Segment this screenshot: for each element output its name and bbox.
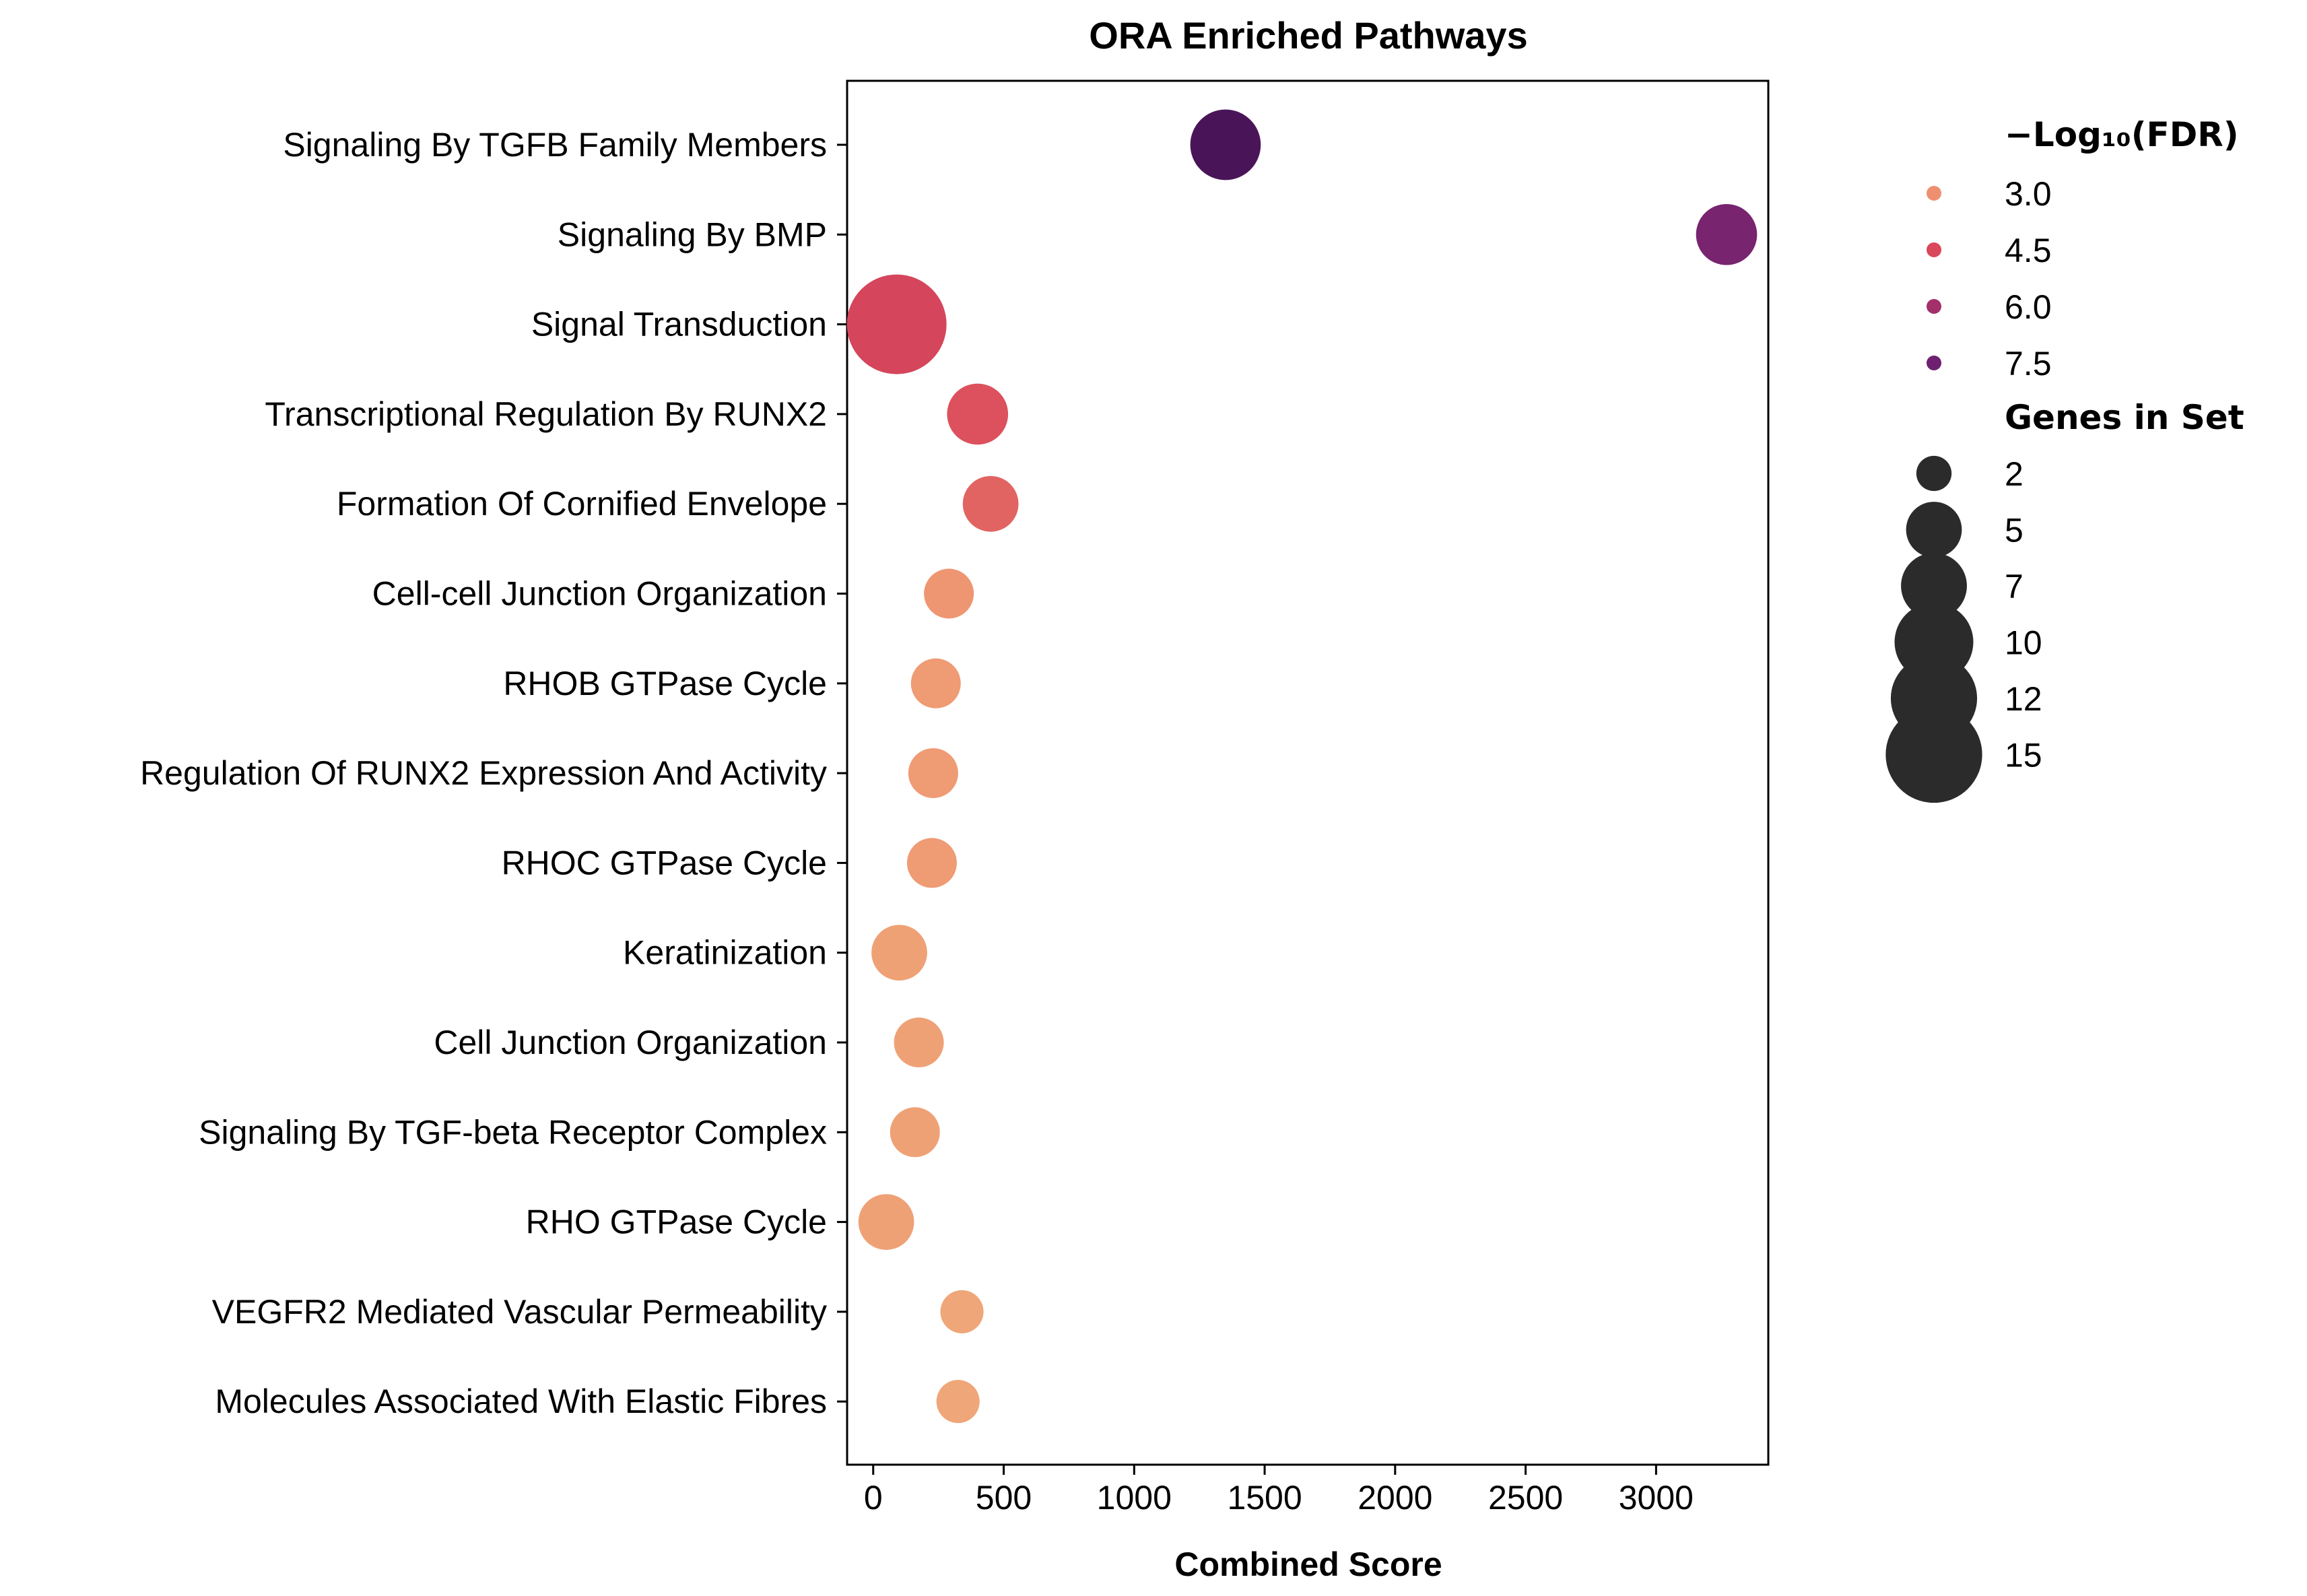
- color-legend-title: −Log₁₀(FDR): [2005, 115, 2239, 154]
- y-tick-label: Signaling By BMP: [558, 215, 827, 253]
- x-tick-label: 1500: [1227, 1479, 1302, 1517]
- color-legend-label: 4.5: [2005, 232, 2052, 269]
- size-legend-title: Genes in Set: [2005, 398, 2244, 437]
- x-tick-label: 2000: [1358, 1479, 1432, 1517]
- data-point: [846, 274, 947, 374]
- size-legend-marker: [1916, 455, 1952, 492]
- y-tick-label: VEGFR2 Mediated Vascular Permeability: [212, 1293, 827, 1331]
- y-tick-label: Molecules Associated With Elastic Fibres: [215, 1383, 827, 1420]
- y-tick-label: Transcriptional Regulation By RUNX2: [265, 395, 827, 433]
- size-legend-label: 15: [2005, 737, 2042, 774]
- y-axis: Signaling By TGFB Family Members Signalin…: [140, 126, 847, 1420]
- y-tick-label: Keratinization: [623, 934, 827, 972]
- size-legend-label: 12: [2005, 680, 2042, 718]
- size-legend-label: 7: [2005, 568, 2024, 605]
- y-tick-label: Cell Junction Organization: [434, 1024, 827, 1061]
- size-legend-label: 2: [2005, 455, 2024, 493]
- color-legend-label: 6.0: [2005, 288, 2052, 326]
- y-tick-label: Signal Transduction: [531, 306, 827, 343]
- y-tick-label: Signaling By TGFB Family Members: [283, 126, 827, 164]
- y-tick-label: Regulation Of RUNX2 Expression And Activ…: [140, 754, 827, 792]
- data-point: [894, 1018, 944, 1067]
- color-legend-marker: [1927, 186, 1941, 201]
- size-legend-label: 10: [2005, 624, 2042, 662]
- data-point: [910, 658, 961, 708]
- color-legend-marker: [1927, 242, 1941, 257]
- data-point: [924, 568, 974, 619]
- size-legend-marker: [1885, 706, 1982, 803]
- color-legend-marker: [1927, 356, 1941, 370]
- chart-title: ORA Enriched Pathways: [1089, 14, 1527, 57]
- y-tick-label: Signaling By TGF-beta Receptor Complex: [199, 1113, 827, 1151]
- color-legend-marker: [1927, 299, 1941, 314]
- x-tick-label: 2500: [1488, 1479, 1563, 1517]
- plot-area-frame: [846, 79, 1770, 1466]
- x-tick-label: 1000: [1097, 1479, 1172, 1517]
- x-tick-label: 3000: [1619, 1479, 1694, 1517]
- y-tick-label: RHO GTPase Cycle: [526, 1203, 827, 1241]
- x-tick-label: 500: [976, 1479, 1032, 1517]
- data-point: [906, 838, 957, 888]
- data-points: [846, 109, 1758, 1424]
- color-legend-label: 7.5: [2005, 345, 2052, 383]
- size-legend-marker: [1906, 502, 1962, 558]
- y-tick-label: Cell-cell Junction Organization: [372, 575, 827, 613]
- data-point: [962, 475, 1019, 532]
- data-point: [890, 1107, 940, 1158]
- color-legend-label: 3.0: [2005, 175, 2052, 213]
- data-point: [940, 1290, 984, 1333]
- size-legend-marker: [1901, 553, 1967, 619]
- data-point: [858, 1194, 914, 1250]
- data-point: [936, 1380, 980, 1424]
- x-axis-label: Combined Score: [1174, 1545, 1442, 1583]
- legend: −Log₁₀(FDR) 3.0 4.5 6.0 7.5 Genes in Set 2 5 7 10…: [1885, 115, 2244, 803]
- data-point: [908, 748, 958, 799]
- x-axis: 0 500 1000 1500 2000 2500 3000: [864, 1465, 1694, 1517]
- data-point: [947, 383, 1009, 445]
- y-tick-label: Formation Of Cornified Envelope: [337, 485, 827, 523]
- data-point: [1190, 109, 1261, 180]
- size-legend-label: 5: [2005, 512, 2024, 550]
- data-point: [871, 925, 927, 981]
- y-tick-label: RHOB GTPase Cycle: [503, 665, 827, 702]
- data-point: [1696, 203, 1758, 265]
- y-tick-label: RHOC GTPase Cycle: [502, 844, 827, 882]
- x-tick-label: 0: [864, 1479, 883, 1517]
